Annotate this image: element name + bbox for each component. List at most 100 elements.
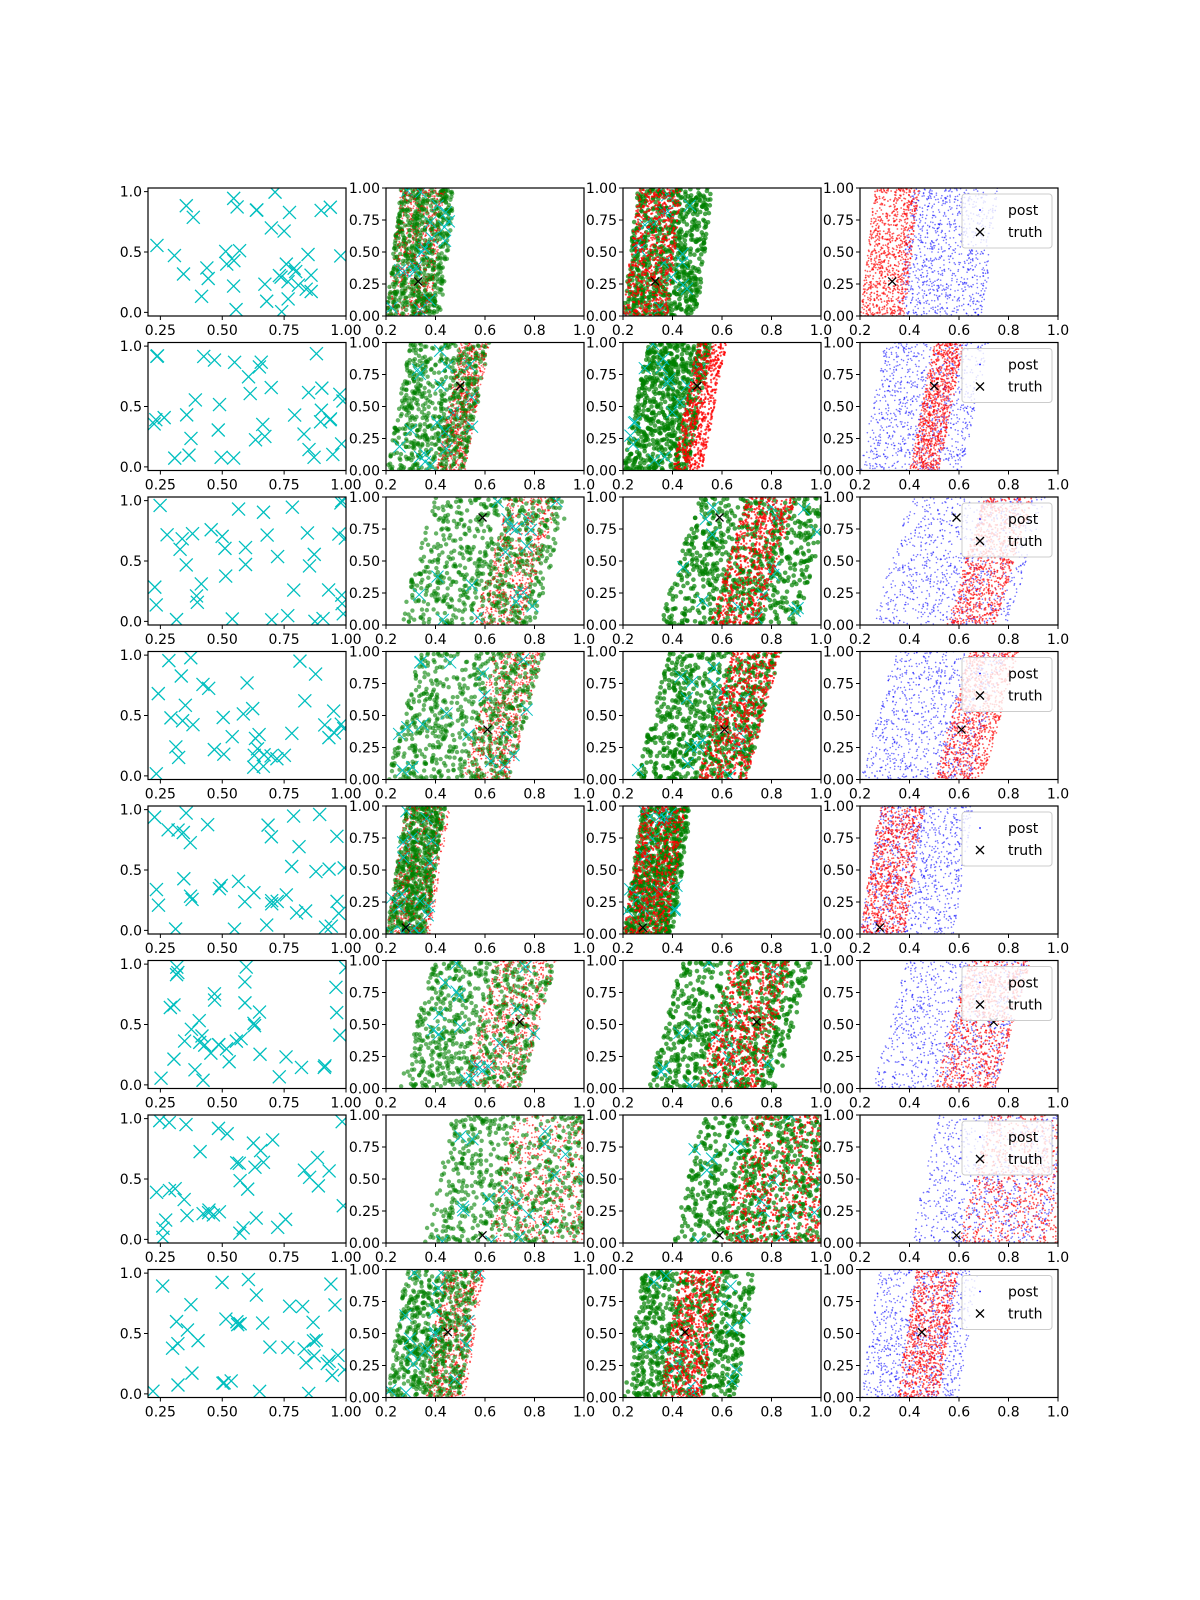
posterior-point [631,290,634,293]
posterior-point [423,206,425,208]
observed-marker [279,257,294,272]
posterior-point [679,263,685,269]
posterior-point [899,292,902,295]
posterior-point [660,277,663,280]
observed-marker [325,447,340,462]
posterior-point [411,195,413,198]
observed-marker [196,349,211,364]
posterior-point [672,250,675,253]
posterior-point [882,230,885,233]
posterior-point [932,248,934,250]
posterior-point [448,197,453,202]
posterior-point [415,239,418,242]
posterior-point [664,258,668,261]
posterior-point [427,311,432,316]
posterior-point [900,219,903,222]
posterior-point [677,211,680,214]
posterior-point [959,280,962,283]
posterior-point [660,301,663,304]
posterior-point [917,285,920,288]
posterior-point [649,266,652,270]
posterior-point [650,225,654,228]
posterior-point [870,295,872,298]
posterior-point [945,197,948,200]
posterior-point [404,247,407,250]
posterior-point [969,305,972,307]
posterior-point [902,310,905,313]
posterior-point [414,220,420,226]
posterior-point [983,249,986,252]
observed-marker [277,224,292,239]
posterior-point [387,284,392,290]
posterior-point [406,243,408,246]
posterior-point [943,213,946,215]
posterior-point [435,218,437,221]
posterior-point [640,281,644,284]
posterior-point [659,259,662,262]
posterior-point [869,311,872,313]
posterior-point [902,208,905,211]
posterior-point [944,201,947,203]
posterior-point [434,252,437,255]
posterior-point [870,262,873,265]
posterior-point [403,258,408,263]
posterior-point [909,196,912,198]
posterior-point [661,210,664,213]
observed-marker [291,278,306,293]
posterior-point [935,294,938,297]
posterior-point [658,210,661,214]
posterior-point [917,238,920,241]
posterior-point [411,213,416,219]
posterior-point [647,254,650,257]
posterior-point [890,297,893,300]
posterior-point [682,238,688,243]
plot-area [860,188,999,316]
posterior-point [921,226,924,228]
posterior-point [933,241,935,244]
posterior-point [413,257,415,260]
posterior-point [661,202,665,206]
posterior-point [925,294,928,297]
posterior-point [866,289,869,291]
posterior-point [648,256,652,259]
posterior-point [906,288,908,290]
posterior-point [658,281,662,284]
posterior-point [916,313,918,316]
posterior-point [441,192,443,195]
posterior-point [864,288,866,291]
posterior-point [900,288,903,291]
posterior-point [949,255,952,258]
posterior-point [872,266,875,269]
posterior-point [870,258,872,261]
y-tick-label: 0.00 [349,309,380,325]
posterior-point [400,249,402,252]
posterior-point [863,308,865,311]
posterior-point [671,230,674,233]
posterior-point [636,193,639,196]
posterior-point [887,189,889,192]
posterior-point [881,277,884,279]
posterior-point [428,189,430,192]
posterior-point [919,221,921,224]
posterior-point [918,279,920,281]
posterior-point [897,273,900,276]
posterior-point [892,237,894,240]
posterior-point [891,247,894,250]
posterior-point [662,257,665,260]
posterior-point [903,312,906,314]
x-tick-label: 0.75 [269,478,300,494]
posterior-point [663,243,666,246]
posterior-point [873,248,876,251]
posterior-point [886,311,888,313]
posterior-point [949,188,952,191]
observed-marker [248,432,263,447]
posterior-point [943,190,946,192]
posterior-point [403,273,406,276]
posterior-point [654,203,658,207]
posterior-point [414,301,416,304]
posterior-point [694,281,699,287]
posterior-point [897,313,900,316]
posterior-point [899,235,902,238]
y-tick-label: 0.5 [120,245,142,261]
posterior-point [940,284,942,286]
